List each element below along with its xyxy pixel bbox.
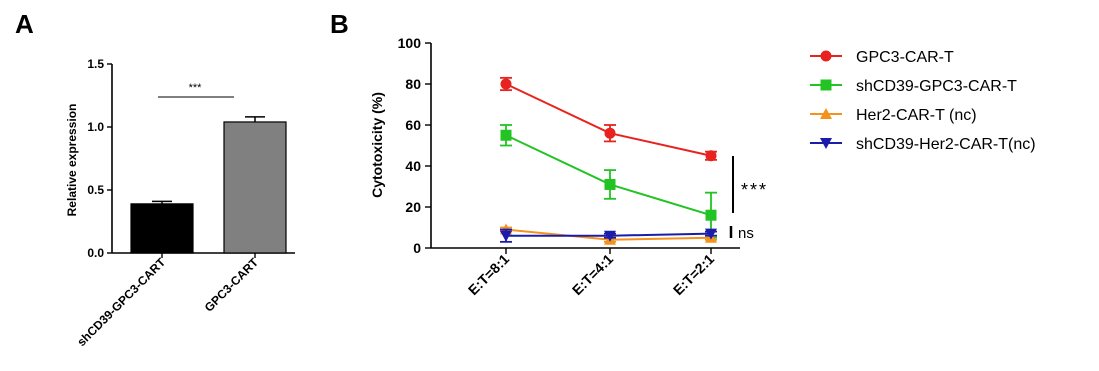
- chart-a-xtick-label: GPC3-CART: [202, 255, 262, 315]
- chart-b-point: [705, 228, 717, 240]
- chart-b-point: [500, 129, 512, 141]
- chart-b-point: [604, 178, 616, 190]
- chart-b-legend: GPC3-CAR-T shCD39-GPC3-CAR-T Her2-CAR-T (n…: [810, 49, 1036, 153]
- panel-label-a: A: [15, 9, 34, 39]
- chart-b-ytick-label: 80: [405, 76, 421, 92]
- chart-b-point: [705, 209, 717, 221]
- chart-a-labels: Relative expression ***: [65, 82, 202, 216]
- chart-b-legend-label: shCD39-Her2-CAR-T(nc): [856, 136, 1036, 153]
- chart-b-series-line: [505, 134, 712, 217]
- chart-a-bar: [130, 203, 194, 254]
- chart-b-xtick-label: E:T=8:1: [465, 251, 513, 299]
- chart-b-series: [500, 76, 717, 245]
- chart-b-point: [500, 78, 512, 90]
- chart-a-ylabel: Relative expression: [65, 104, 79, 217]
- chart-b-legend-marker: [820, 138, 832, 149]
- chart-a-bars: [130, 96, 287, 254]
- chart-b-xtick-label: E:T=4:1: [569, 251, 617, 299]
- chart-b-legend-marker: [820, 108, 832, 119]
- chart-b-ylabel: Cytotoxicity (%): [369, 92, 385, 198]
- chart-b-labels: Cytotoxicity (%): [369, 92, 385, 198]
- chart-b-point: [604, 230, 616, 242]
- chart-b-significance-label: ns: [738, 225, 754, 242]
- chart-b-ytick-label: 20: [405, 199, 421, 215]
- chart-b-point: [705, 150, 717, 162]
- chart-b-legend-marker: [820, 50, 832, 62]
- chart-b-significance: *** ns: [729, 156, 768, 242]
- chart-a-ytick-label: 1.5: [87, 57, 104, 71]
- chart-a-ytick-label: 0.0: [87, 246, 104, 260]
- chart-b-xtick-label: E:T=2:1: [670, 251, 718, 299]
- chart-b-ytick-label: 0: [413, 240, 421, 256]
- chart-b-point: [500, 230, 512, 242]
- chart-a-xtick-label: shCD39-GPC3-CART: [74, 255, 168, 349]
- chart-b-point: [604, 127, 616, 139]
- chart-b-legend-label: shCD39-GPC3-CAR-T: [856, 78, 1017, 95]
- chart-a-bar: [223, 121, 287, 254]
- chart-a-ytick-label: 0.5: [87, 183, 104, 197]
- chart-a-ytick-label: 1.0: [87, 120, 104, 134]
- chart-a-significance: ***: [189, 82, 203, 94]
- chart-b-significance-label: ***: [741, 180, 768, 200]
- chart-b-ytick-label: 100: [398, 35, 422, 51]
- chart-b-series-line: [505, 83, 712, 157]
- panel-label-b: B: [330, 9, 349, 39]
- chart-b-ytick-label: 60: [405, 117, 421, 133]
- chart-b-legend-marker: [820, 79, 832, 91]
- chart-b-ytick-label: 40: [405, 158, 421, 174]
- chart-b-legend-label: GPC3-CAR-T: [856, 49, 954, 66]
- chart-b-axes: 0 20 40 60 80 100 E:T=8:1 E:T=4:1 E:T=2:1: [398, 35, 740, 298]
- chart-b-legend-label: Her2-CAR-T (nc): [856, 107, 977, 124]
